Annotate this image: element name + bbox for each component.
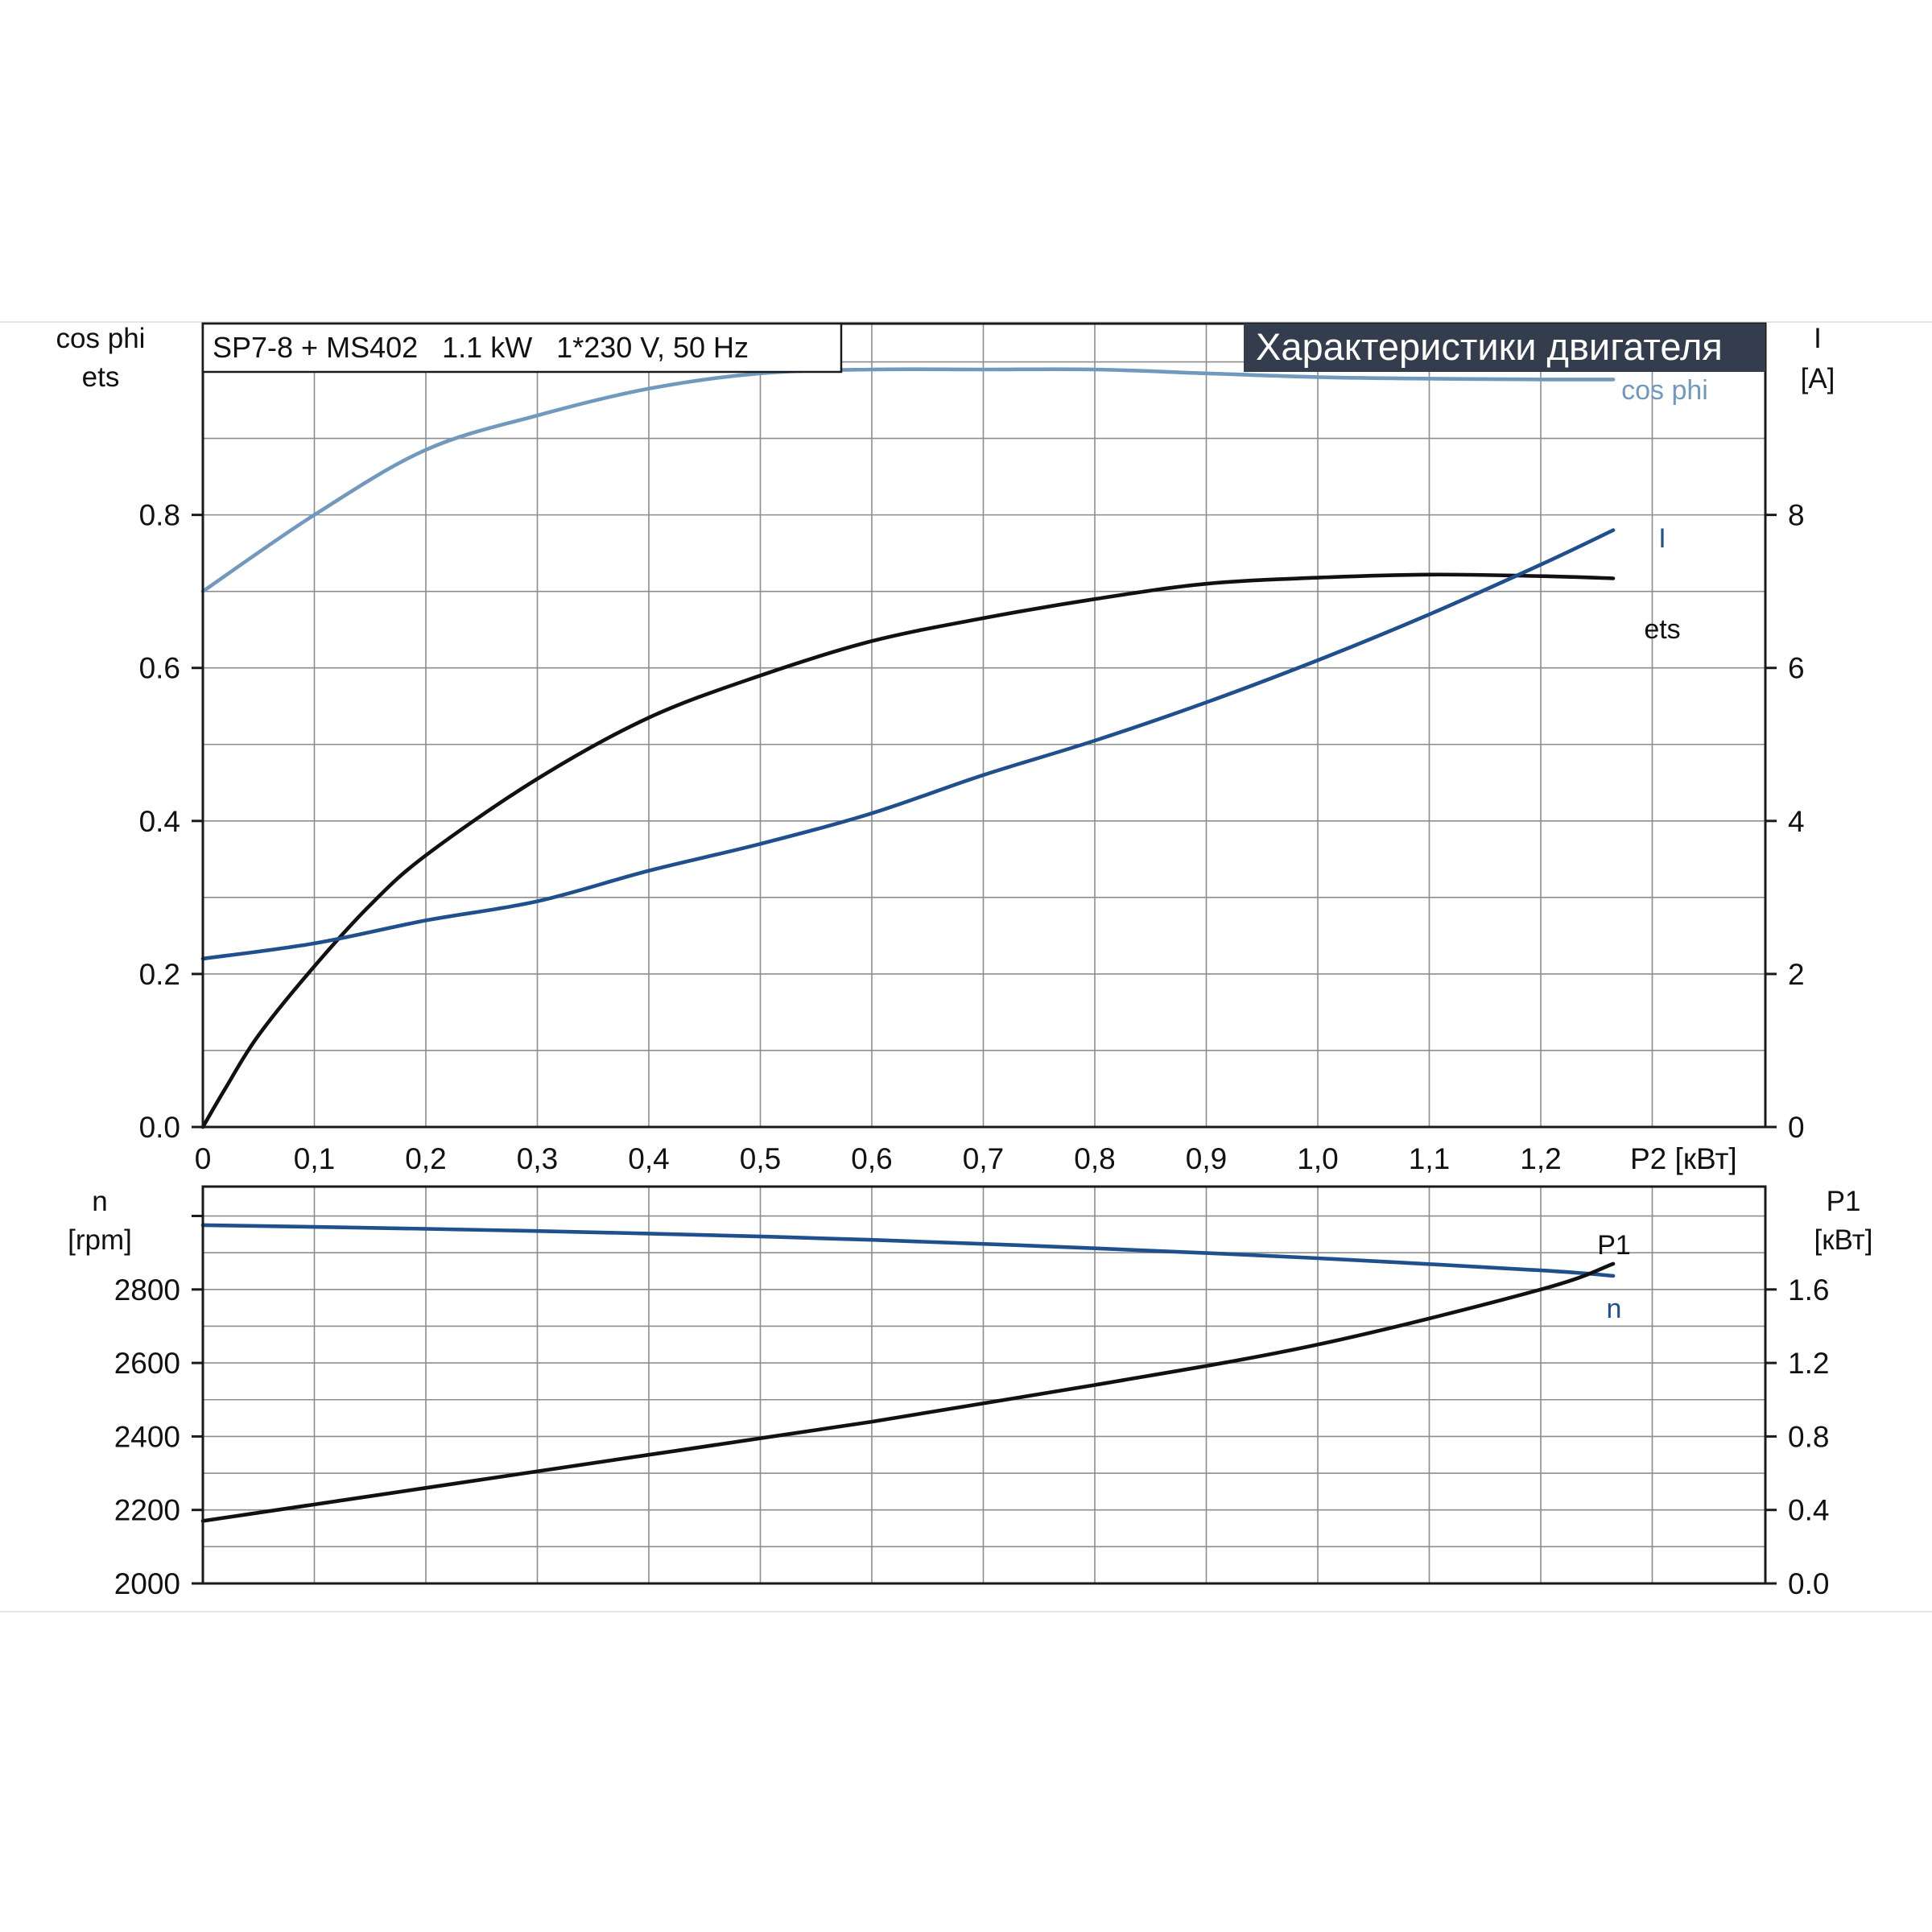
x-tick-label: 0,5 <box>740 1142 781 1175</box>
left-tick-label: 0.4 <box>139 805 180 838</box>
right-tick-label: 4 <box>1788 805 1805 838</box>
left-tick-label: 2800 <box>114 1274 180 1307</box>
right-axis-label-1: I <box>1814 323 1822 354</box>
x-axis-label: P2 [кВт] <box>1630 1142 1737 1175</box>
right-tick-label: 2 <box>1788 958 1805 991</box>
series-line-p1 <box>200 1261 1616 1523</box>
chart-title-box <box>1244 324 1765 372</box>
left-axis-label-1: cos phi <box>56 323 146 354</box>
left-axis-label-1: n <box>92 1186 107 1217</box>
x-tick-label: 1,2 <box>1520 1142 1561 1175</box>
series-line-n <box>200 1223 1616 1278</box>
right-tick-label: 0 <box>1788 1111 1805 1144</box>
left-tick-label: 0.6 <box>139 652 180 685</box>
right-axis-label-2: [A] <box>1801 363 1835 394</box>
lower-plot-frame <box>201 1185 1767 1585</box>
x-tick-label: 0,7 <box>963 1142 1004 1175</box>
right-tick-label: 6 <box>1788 652 1805 685</box>
info-label-box <box>201 322 843 374</box>
right-tick-label: 0.4 <box>1788 1494 1829 1527</box>
upper-plot-frame <box>201 322 1767 1129</box>
x-tick-label: 0,2 <box>405 1142 446 1175</box>
series-line-ets <box>200 572 1616 1129</box>
series-line-i <box>200 528 1616 961</box>
left-tick-label: 2600 <box>114 1347 180 1380</box>
x-tick-label: 0,9 <box>1186 1142 1227 1175</box>
x-tick-label: 1,0 <box>1297 1142 1338 1175</box>
x-tick-label: 0,8 <box>1074 1142 1115 1175</box>
series-label-cos-phi: cos phi <box>1621 375 1708 406</box>
left-tick-label: 0.8 <box>139 499 180 532</box>
left-tick-label: 2200 <box>114 1494 180 1527</box>
right-tick-label: 0.8 <box>1788 1420 1829 1453</box>
x-tick-label: 0,4 <box>628 1142 669 1175</box>
series-line-cos-phi <box>200 367 1616 593</box>
series-label-n: n <box>1607 1294 1622 1324</box>
right-axis-label-2: [кВт] <box>1814 1224 1873 1256</box>
left-tick-label: 0.0 <box>139 1111 180 1144</box>
info-label: SP7-8 + MS402 1.1 kW 1*230 V, 50 Hz <box>213 331 749 364</box>
series-label-i: I <box>1658 523 1666 554</box>
left-axis-label-2: ets <box>82 361 120 393</box>
right-tick-label: 0.0 <box>1788 1567 1829 1600</box>
x-tick-label: 1,1 <box>1409 1142 1450 1175</box>
x-tick-label: 0,6 <box>851 1142 892 1175</box>
left-axis-label-2: [rpm] <box>68 1224 132 1256</box>
chart-title: Характеристики двигателя <box>1256 325 1723 368</box>
x-tick-label: 0 <box>195 1142 212 1175</box>
right-tick-label: 1.2 <box>1788 1347 1829 1380</box>
right-axis-label-1: P1 <box>1827 1186 1861 1217</box>
x-tick-label: 0,1 <box>294 1142 335 1175</box>
series-label-p1: P1 <box>1597 1230 1631 1261</box>
left-tick-label: 0.2 <box>139 958 180 991</box>
left-tick-label: 2400 <box>114 1420 180 1453</box>
left-tick-label: 2000 <box>114 1567 180 1600</box>
x-tick-label: 0,3 <box>517 1142 558 1175</box>
series-label-ets: ets <box>1644 614 1680 645</box>
right-tick-label: 1.6 <box>1788 1274 1829 1307</box>
right-tick-label: 8 <box>1788 499 1805 532</box>
